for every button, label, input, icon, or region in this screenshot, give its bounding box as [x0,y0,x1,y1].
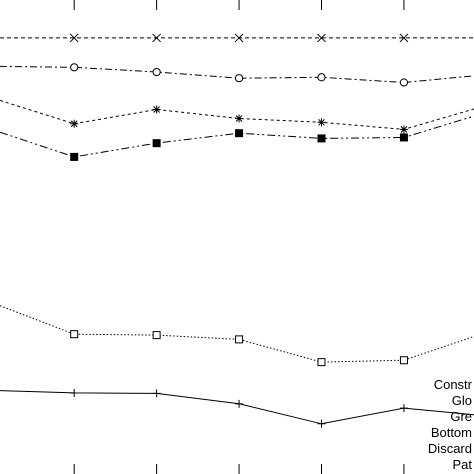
series-6-point-5 [399,404,408,413]
legend-entry-2: Glo [452,393,472,408]
series-1-point-3 [234,33,244,43]
series-3-point-2 [152,105,161,114]
series-5-point-2 [152,331,161,340]
series-1-point-5 [399,33,409,43]
series-2-point-1 [70,63,79,72]
legend-entry-1: Constr [434,377,473,392]
series-2-point-3 [234,74,244,83]
series-1-point-4 [317,33,326,43]
series-2 [0,63,474,87]
series-3 [0,100,474,134]
legend-entry-5: Discard [428,441,472,456]
series-3-point-5 [399,125,408,134]
legend-entry-4: Bottom [431,425,472,440]
series-1 [0,33,474,43]
series-5-point-3 [235,335,244,344]
legend-entry-3: Gre [450,409,472,424]
series-5-point-4 [317,358,326,367]
series-6 [0,388,474,428]
series-5-point-1 [70,330,79,339]
series-1-point-1 [69,33,79,43]
series-4-point-4 [317,134,326,143]
series-6-point-2 [152,389,161,398]
series-4-point-2 [152,139,161,148]
series-4-point-5 [399,133,408,142]
series-6-line [0,390,474,425]
series-3-point-4 [317,118,326,127]
series-5-point-5 [399,356,408,365]
series-2-point-2 [152,67,161,77]
chart-series [0,33,474,428]
x-axis-ticks [73,0,405,474]
legend-entry-6: Pat [452,457,472,472]
series-3-line [0,100,474,130]
series-3-point-1 [70,119,79,128]
series-2-point-4 [317,73,326,82]
series-5 [0,305,474,367]
series-6-point-3 [235,399,244,408]
series-4-point-3 [235,129,244,138]
series-4 [0,115,474,161]
series-6-point-1 [70,388,79,397]
series-2-point-5 [399,78,409,87]
series-3-point-3 [235,114,244,123]
series-6-point-4 [317,419,326,428]
series-1-point-2 [152,33,161,43]
series-4-point-1 [70,152,79,161]
